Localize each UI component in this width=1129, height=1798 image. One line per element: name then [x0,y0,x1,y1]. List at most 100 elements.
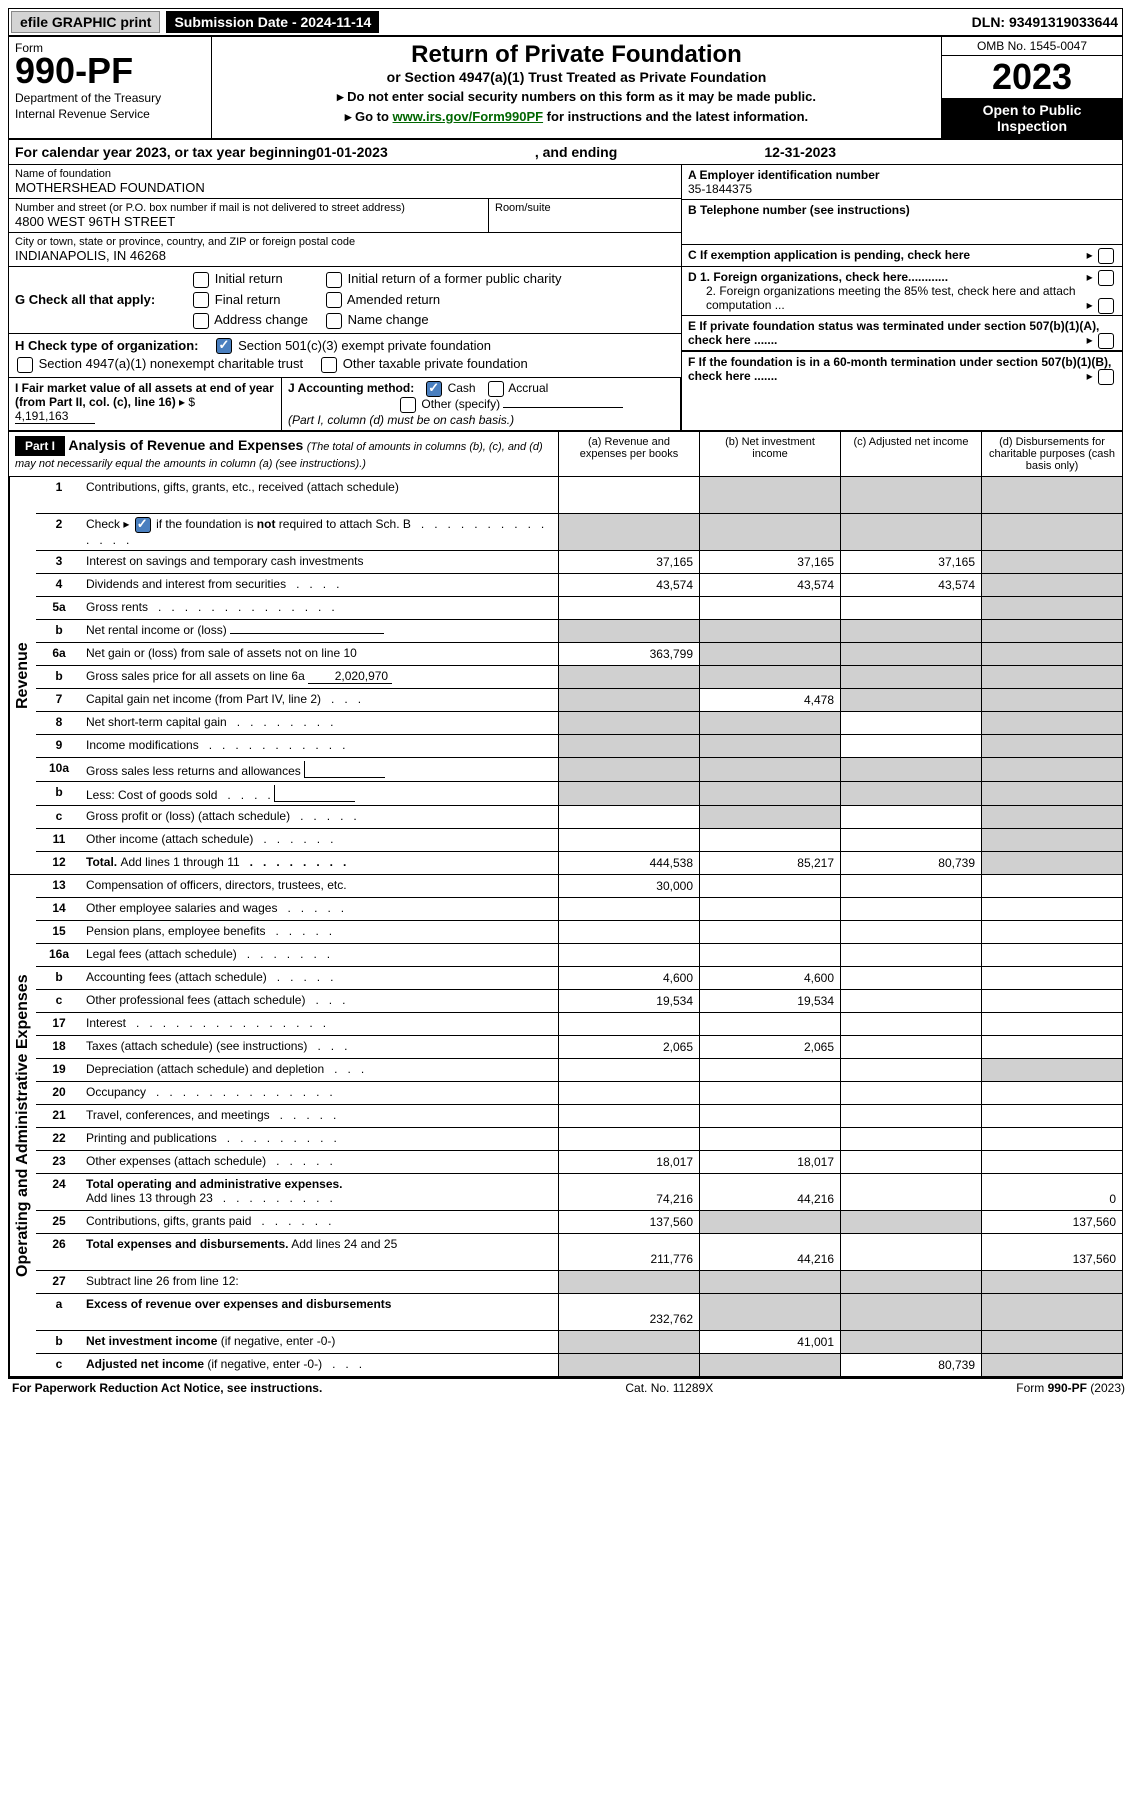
l16c-c [840,990,981,1012]
instr-link[interactable]: www.irs.gov/Form990PF [393,109,544,124]
i-j-row: I Fair market value of all assets at end… [9,377,681,430]
l7-c [840,689,981,711]
l24-a: 74,216 [558,1174,699,1210]
j-accrual-checkbox[interactable] [488,381,504,397]
g5-label: Address change [214,312,308,327]
l17-desc: Interest . . . . . . . . . . . . . . . [82,1013,558,1035]
l10b-num: b [36,782,82,805]
l21-c [840,1105,981,1127]
l11-c [840,829,981,851]
l9-c [840,735,981,757]
j-other-checkbox[interactable] [400,397,416,413]
l2-checkbox[interactable] [135,517,151,533]
room-label: Room/suite [495,202,551,214]
line-6a: 6a Net gain or (loss) from sale of asset… [36,643,1122,666]
line-13: 13 Compensation of officers, directors, … [36,875,1122,898]
l15-d [981,921,1122,943]
l15-num: 15 [36,921,82,943]
l10b-text: Less: Cost of goods sold [86,788,217,802]
l5b-d [981,620,1122,642]
line-10c: c Gross profit or (loss) (attach schedul… [36,806,1122,829]
line-27: 27 Subtract line 26 from line 12: [36,1271,1122,1294]
top-bar: efile GRAPHIC print Submission Date - 20… [9,9,1122,37]
l2-desc: Check ▸ if the foundation is not require… [82,514,558,550]
j-cash-checkbox[interactable] [426,381,442,397]
g-row: G Check all that apply: Initial return F… [9,267,681,333]
line-10b: b Less: Cost of goods sold . . . . [36,782,1122,806]
expenses-block: Operating and Administrative Expenses 13… [9,875,1122,1378]
line-26: 26 Total expenses and disbursements. Add… [36,1234,1122,1271]
l16c-a: 19,534 [558,990,699,1012]
g6-checkbox[interactable] [326,313,342,329]
d2-checkbox[interactable] [1098,298,1114,314]
l16b-desc: Accounting fees (attach schedule) . . . … [82,967,558,989]
l27-num: 27 [36,1271,82,1293]
l7-num: 7 [36,689,82,711]
g2-label: Initial return of a former public charit… [348,271,562,286]
l6a-d [981,643,1122,665]
l20-b [699,1082,840,1104]
l27a-d [981,1294,1122,1330]
instr-post: for instructions and the latest informat… [543,109,808,124]
l27b-b: 41,001 [699,1331,840,1353]
line-1: 1 Contributions, gifts, grants, etc., re… [36,477,1122,514]
l18-d [981,1036,1122,1058]
e-checkbox[interactable] [1098,333,1114,349]
l1-b [699,477,840,513]
l16a-text: Legal fees (attach schedule) [86,947,237,961]
h2-checkbox[interactable] [17,357,33,373]
subtitle: or Section 4947(a)(1) Trust Treated as P… [216,69,937,85]
c-checkbox[interactable] [1098,248,1114,264]
ghi-left: G Check all that apply: Initial return F… [9,267,682,430]
l27a-b [699,1294,840,1330]
d1-label: D 1. Foreign organizations, check here..… [688,270,948,284]
g-amended: Amended return [324,292,562,309]
l13-num: 13 [36,875,82,897]
street-cell: Number and street (or P.O. box number if… [9,199,489,232]
g1-checkbox[interactable] [193,272,209,288]
efile-print-button[interactable]: efile GRAPHIC print [11,11,160,33]
l26-num: 26 [36,1234,82,1270]
d1-checkbox[interactable] [1098,270,1114,286]
h1-checkbox[interactable] [216,338,232,354]
l2-b [699,514,840,550]
l27b-num: b [36,1331,82,1353]
i-cell: I Fair market value of all assets at end… [9,378,282,430]
h3-checkbox[interactable] [321,357,337,373]
g-label: G Check all that apply: [15,292,155,307]
l5a-b [699,597,840,619]
i-label: I Fair market value of all assets at end… [15,381,274,409]
l9-d [981,735,1122,757]
l17-num: 17 [36,1013,82,1035]
l27c-c: 80,739 [840,1354,981,1376]
l14-text: Other employee salaries and wages [86,901,277,915]
l11-a [558,829,699,851]
open-public: Open to Public Inspection [942,98,1122,138]
l3-d [981,551,1122,573]
g5-checkbox[interactable] [193,313,209,329]
j-cash-label: Cash [448,381,476,395]
name-label: Name of foundation [15,168,675,180]
footer-mid: Cat. No. 11289X [625,1381,713,1395]
l1-num: 1 [36,477,82,513]
l14-a [558,898,699,920]
calendar-year-row: For calendar year 2023, or tax year begi… [9,140,1122,165]
foundation-name: MOTHERSHEAD FOUNDATION [15,180,675,195]
l6b-desc: Gross sales price for all assets on line… [82,666,558,688]
line-9: 9 Income modifications . . . . . . . . .… [36,735,1122,758]
g4-checkbox[interactable] [326,292,342,308]
l19-b [699,1059,840,1081]
g2-checkbox[interactable] [326,272,342,288]
l24-num: 24 [36,1174,82,1210]
l16c-d [981,990,1122,1012]
l5b-num: b [36,620,82,642]
g3-checkbox[interactable] [193,292,209,308]
f-label: F If the foundation is in a 60-month ter… [688,355,1111,383]
f-checkbox[interactable] [1098,369,1114,385]
d-cell: D 1. Foreign organizations, check here..… [682,267,1122,316]
l10c-d [981,806,1122,828]
l10b-a [558,782,699,805]
l5b-c [840,620,981,642]
h-other: Other taxable private foundation [319,356,528,373]
l21-num: 21 [36,1105,82,1127]
